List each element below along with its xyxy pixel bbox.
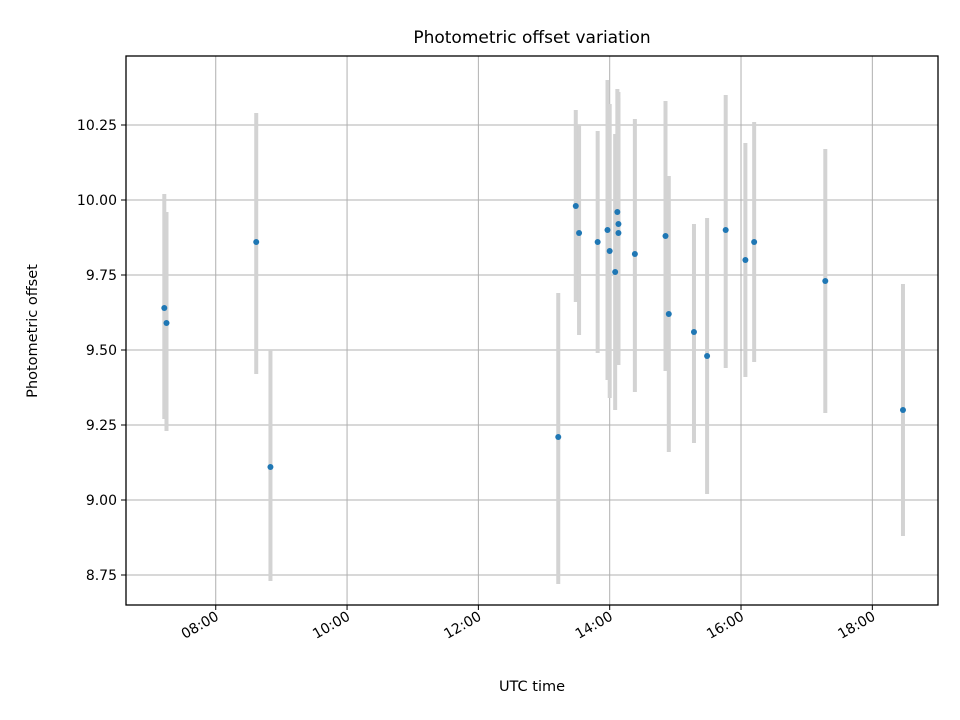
y-axis-label: Photometric offset	[25, 264, 41, 398]
data-point	[576, 230, 583, 236]
data-point	[751, 239, 758, 245]
data-point	[722, 227, 729, 233]
data-point	[594, 239, 601, 245]
data-point	[614, 209, 621, 215]
chart-title: Photometric offset variation	[413, 28, 650, 48]
data-point	[555, 434, 562, 440]
grid-lines	[126, 56, 938, 605]
data-point	[161, 305, 168, 311]
data-points	[161, 203, 906, 470]
x-tick-label: 18:00	[835, 609, 878, 643]
data-point	[704, 353, 711, 359]
y-tick-label: 9.75	[86, 268, 117, 284]
y-tick-label: 9.50	[86, 343, 117, 359]
x-tick-label: 14:00	[573, 609, 616, 643]
data-point	[690, 329, 697, 335]
data-point	[899, 407, 906, 413]
x-tick-label: 08:00	[179, 609, 222, 643]
data-point	[612, 269, 619, 275]
y-tick-label: 10.25	[77, 118, 117, 134]
data-point	[662, 233, 669, 239]
x-axis-label: UTC time	[499, 679, 565, 695]
data-point	[615, 230, 622, 236]
y-tick-label: 8.75	[86, 568, 117, 584]
error-bars	[162, 80, 905, 584]
data-point	[665, 311, 672, 317]
y-tick-label: 9.00	[86, 493, 117, 509]
data-point	[822, 278, 829, 284]
x-tick-label: 16:00	[704, 609, 747, 643]
data-point	[631, 251, 638, 257]
data-point	[615, 221, 622, 227]
y-tick-label: 10.00	[77, 193, 117, 209]
data-point	[163, 320, 170, 326]
y-tick-label: 9.25	[86, 418, 117, 434]
data-point	[572, 203, 579, 209]
plot-frame	[125, 55, 939, 606]
data-point	[604, 227, 611, 233]
y-axis-ticks: 8.75 9.00 9.25 9.50 9.75 10.00 10.25	[77, 118, 126, 584]
data-point	[606, 248, 613, 254]
x-tick-label: 10:00	[310, 609, 353, 643]
x-tick-label: 12:00	[441, 609, 484, 643]
data-point	[742, 257, 749, 263]
data-point	[253, 239, 260, 245]
x-axis-ticks: 08:00 10:00 12:00 14:00 16:00 18:00	[179, 605, 878, 643]
data-point	[267, 464, 274, 470]
